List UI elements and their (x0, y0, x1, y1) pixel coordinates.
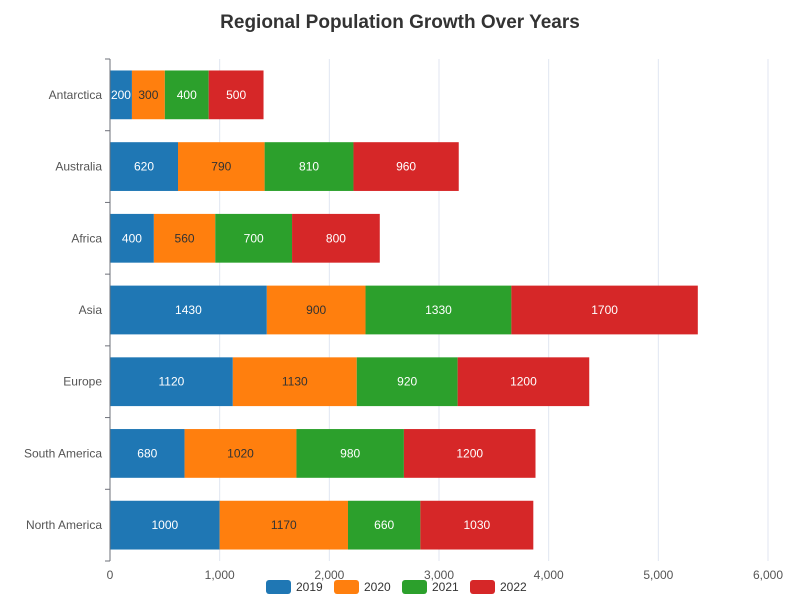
bar-2020 (219, 500, 348, 550)
bar-2021 (264, 142, 354, 191)
category-label: Europe (63, 375, 102, 389)
bar-2020 (184, 429, 297, 478)
legend-swatch-2019[interactable] (266, 580, 291, 594)
legend-swatch-2022[interactable] (470, 580, 495, 594)
bar-value-label: 1030 (463, 518, 490, 532)
bar-value-label: 400 (122, 231, 142, 245)
bar-value-label: 700 (244, 231, 264, 245)
bar-2020 (153, 213, 216, 263)
bar-2022 (292, 213, 380, 263)
legend-label[interactable]: 2021 (432, 580, 459, 594)
bar-value-label: 960 (396, 160, 416, 174)
bar-2019 (110, 429, 185, 478)
category-label: Australia (55, 160, 102, 174)
bar-value-label: 1020 (227, 446, 254, 460)
bar-2022 (457, 357, 590, 407)
legend: 2019 2020 2021 2022 (266, 580, 527, 594)
chart-title: Regional Population Growth Over Years (220, 12, 580, 33)
bar-value-label: 980 (340, 446, 360, 460)
bar-2019 (110, 357, 233, 407)
bar-2021 (164, 70, 209, 120)
bar-value-label: 1200 (510, 375, 537, 389)
bar-value-label: 1200 (456, 446, 483, 460)
bar-2021 (347, 500, 421, 550)
x-tick-label: 3,000 (424, 568, 454, 582)
x-tick-label: 5,000 (643, 568, 673, 582)
bar-value-label: 200 (111, 88, 131, 102)
bar-value-label: 1330 (425, 303, 452, 317)
bar-2019 (110, 285, 267, 335)
bar-value-label: 920 (397, 375, 417, 389)
bar-value-label: 680 (137, 446, 157, 460)
bar-2020 (177, 142, 265, 191)
bar-value-label: 1700 (591, 303, 618, 317)
bar-2019 (110, 213, 154, 263)
bar-2020 (131, 70, 165, 120)
legend-swatch-2021[interactable] (402, 580, 427, 594)
bar-2021 (215, 213, 293, 263)
category-label: Asia (79, 303, 103, 317)
bar-value-label: 1130 (282, 375, 308, 389)
x-tick-label: 4,000 (534, 568, 564, 582)
bar-2022 (208, 70, 264, 120)
bar-value-label: 800 (326, 231, 346, 245)
bar-2019 (110, 142, 178, 191)
category-label: South America (24, 446, 102, 460)
axes: 0 1,000 2,000 3,000 4,000 5,000 6,000 Antarctic… (24, 58, 783, 582)
x-tick-label: 1,000 (205, 568, 235, 582)
bar-value-label: 660 (374, 518, 394, 532)
bar-value-label: 500 (226, 88, 246, 102)
bar-2019 (110, 500, 220, 550)
x-tick-label: 2,000 (314, 568, 344, 582)
bar-2022 (353, 142, 459, 191)
bar-2022 (420, 500, 534, 550)
bar-2019 (110, 70, 132, 120)
bar-value-label: 560 (175, 231, 195, 245)
category-label: Antarctica (49, 88, 103, 102)
legend-label[interactable]: 2019 (296, 580, 323, 594)
category-label: North America (26, 518, 102, 532)
bar-value-label: 1170 (271, 518, 297, 532)
bar-value-label: 1120 (159, 375, 185, 389)
bar-value-label: 900 (306, 303, 326, 317)
bar-value-label: 620 (134, 160, 154, 174)
bar-value-label: 810 (299, 160, 319, 174)
bar-value-label: 300 (138, 88, 158, 102)
bar-2020 (232, 357, 357, 407)
bar-2021 (365, 285, 512, 335)
legend-label[interactable]: 2022 (500, 580, 527, 594)
x-tick-label: 6,000 (753, 568, 783, 582)
bar-2020 (266, 285, 366, 335)
bar-2021 (296, 429, 404, 478)
category-label: Africa (71, 231, 102, 245)
bar-value-label: 790 (211, 160, 231, 174)
legend-swatch-2020[interactable] (334, 580, 359, 594)
bars: 200 300 400 500 620 790 810 960 400 560 700 800 1430… (110, 70, 698, 550)
bar-2022 (403, 429, 536, 478)
bar-value-label: 400 (177, 88, 197, 102)
bar-value-label: 1000 (151, 518, 178, 532)
bar-2022 (511, 285, 698, 335)
x-tick-label: 0 (107, 568, 114, 582)
legend-label[interactable]: 2020 (364, 580, 391, 594)
bar-value-label: 1430 (175, 303, 202, 317)
bar-2021 (356, 357, 458, 407)
